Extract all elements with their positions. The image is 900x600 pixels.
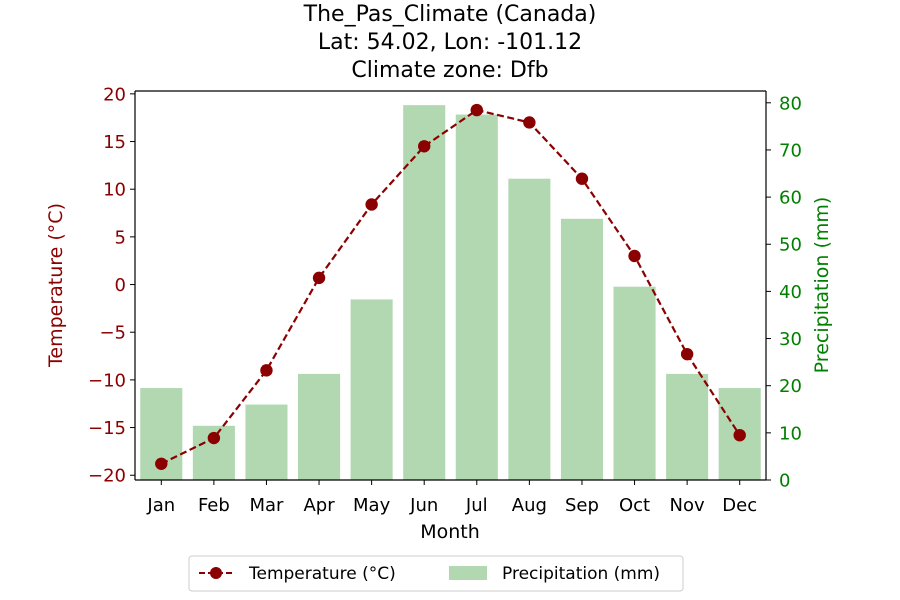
x-tick-label: May — [353, 495, 391, 516]
title-line-2: Lat: 54.02, Lon: -101.12 — [318, 30, 582, 55]
x-tick-label: Jan — [146, 495, 175, 516]
legend: Temperature (°C) Precipitation (mm) — [188, 555, 684, 592]
y-right-tick-label: 70 — [779, 140, 802, 161]
temperature-point-apr — [312, 271, 326, 285]
x-tick-label: Dec — [722, 495, 757, 516]
x-axis-label: Month — [420, 521, 480, 543]
y-right-tick-label: 50 — [779, 235, 802, 256]
temperature-point-oct — [628, 249, 641, 263]
temperature-line — [160, 108, 741, 465]
precipitation-bar-oct — [613, 286, 656, 480]
y-right-tick-label: 30 — [779, 329, 802, 350]
y-left-tick-label: −5 — [99, 323, 126, 344]
legend-precipitation-label: Precipitation (mm) — [502, 564, 660, 584]
x-tick-label: Jun — [409, 495, 438, 516]
temperature-point-sep — [575, 172, 589, 185]
precipitation-bar-nov — [666, 373, 709, 480]
title-line-1: The_Pas_Climate (Canada) — [303, 2, 597, 27]
y-right-tick-label: 80 — [779, 93, 802, 114]
x-tick-label: Apr — [303, 495, 335, 516]
temperature-point-aug — [523, 116, 536, 129]
temperature-point-dec — [733, 428, 746, 442]
y-right-tick-label: 20 — [779, 376, 802, 397]
y-left-tick-label: 20 — [103, 84, 126, 105]
legend-temperature-label: Temperature (°C) — [248, 564, 396, 584]
x-tick-label: Aug — [512, 495, 547, 516]
temperature-point-jul — [470, 103, 483, 117]
y-left-axis-ticks: −20 −15 −10 −5 0 5 10 15 20 — [88, 84, 135, 487]
precipitation-bar-mar — [245, 404, 288, 480]
temperature-point-nov — [680, 347, 694, 361]
legend-box — [188, 555, 684, 592]
y-left-tick-label: 5 — [115, 227, 126, 248]
y-left-tick-label: −20 — [88, 466, 126, 487]
y-right-tick-label: 0 — [779, 471, 790, 492]
y-left-tick-label: 0 — [115, 275, 126, 296]
title-line-3: Climate zone: Dfb — [351, 58, 548, 83]
precipitation-bar-jul — [455, 114, 498, 480]
temperature-point-jan — [155, 457, 168, 470]
precipitation-bars — [140, 105, 761, 481]
precipitation-bar-may — [350, 299, 393, 480]
x-tick-label: Jul — [465, 495, 488, 516]
y-right-tick-label: 10 — [779, 423, 802, 444]
precipitation-bar-jun — [403, 105, 446, 481]
precipitation-bar-aug — [508, 178, 551, 480]
temperature-point-feb — [207, 431, 221, 445]
plot-axes — [134, 90, 767, 481]
temperature-point-mar — [260, 364, 273, 377]
y-right-tick-label: 60 — [779, 188, 802, 209]
x-axis-ticks: Jan Feb Mar Apr May Jun Jul Aug Sep Oct Nov Dec — [146, 480, 757, 516]
chart-title: The_Pas_Climate (Canada) Lat: 54.02, Lon… — [303, 2, 597, 83]
y-left-tick-label: 10 — [103, 180, 126, 201]
x-tick-label: Nov — [670, 495, 705, 516]
y-left-axis-label: Temperature (°C) — [45, 203, 67, 368]
y-right-tick-label: 40 — [779, 282, 802, 303]
temperature-series — [155, 103, 746, 470]
precipitation-bar-sep — [560, 218, 603, 480]
temperature-point-jun — [418, 140, 431, 153]
x-tick-label: Mar — [249, 495, 284, 516]
y-right-axis-ticks: 0 10 20 30 40 50 60 70 80 — [766, 93, 802, 492]
y-right-axis-label: Precipitation (mm) — [811, 197, 833, 374]
legend-temperature-marker-icon — [210, 567, 222, 579]
y-left-tick-label: −10 — [88, 370, 126, 391]
precipitation-bar-apr — [298, 373, 341, 480]
temperature-point-may — [365, 198, 378, 211]
y-left-tick-label: 15 — [103, 132, 126, 153]
legend-precipitation-swatch-icon — [449, 566, 487, 580]
x-tick-label: Sep — [565, 495, 599, 516]
y-left-tick-label: −15 — [88, 418, 126, 439]
x-tick-label: Oct — [619, 495, 650, 516]
x-tick-label: Feb — [198, 495, 230, 516]
